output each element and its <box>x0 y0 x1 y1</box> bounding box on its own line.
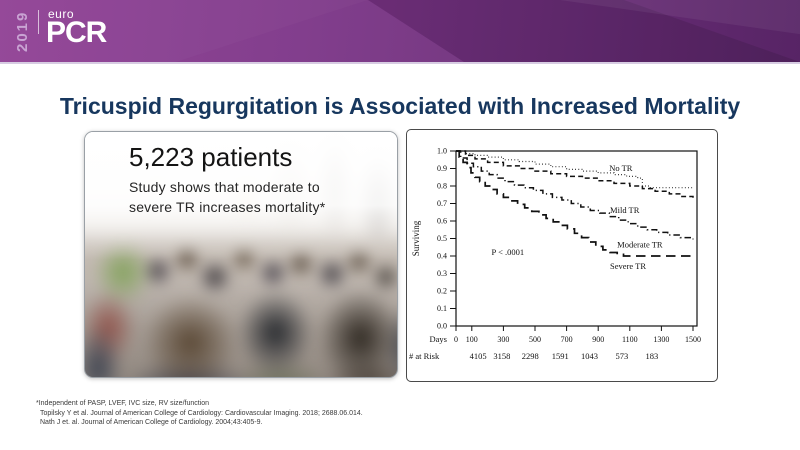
risk-row-label: # at Risk <box>409 351 440 361</box>
risk-count: 4105 <box>470 351 487 361</box>
stat-subline-2: severe TR increases mortality* <box>129 199 326 216</box>
banner-year: 2019 <box>14 10 31 52</box>
patient-count: 5,223 patients <box>129 142 293 172</box>
series-label-severe-tr: Severe TR <box>610 261 646 271</box>
p-value-annotation: P < .0001 <box>492 247 525 257</box>
risk-count: 1043 <box>581 351 598 361</box>
risk-count: 1591 <box>552 351 569 361</box>
crowd-photo-panel: 5,223 patients Study shows that moderate… <box>84 131 398 378</box>
x-tick-label: 700 <box>561 335 573 344</box>
y-tick-label: 0.9 <box>437 164 447 173</box>
x-axis-title: Days <box>430 334 447 344</box>
photo-top-fade <box>85 132 397 377</box>
series-label-moderate-tr: Moderate TR <box>617 239 663 249</box>
banner-content: 2019 euro PCR <box>14 6 107 56</box>
x-tick-label: 0 <box>454 335 458 344</box>
y-tick-label: 1.0 <box>437 147 447 156</box>
series-line-no-tr <box>456 150 694 189</box>
y-tick-label: 0.5 <box>437 234 447 243</box>
banner-divider <box>38 10 39 34</box>
risk-count: 3158 <box>493 351 510 361</box>
risk-count: 2298 <box>522 351 539 361</box>
survival-chart-panel: 0.0 0.1 0.2 0.3 0.4 0.5 0.6 0.7 0.8 0.9 1.0 0 100 300… <box>406 129 718 382</box>
y-axis-title: Surviving <box>411 220 421 256</box>
series-line-moderate-tr <box>456 150 694 240</box>
slide-title: Tricuspid Regurgitation is Associated wi… <box>59 93 741 120</box>
x-tick-label: 100 <box>466 335 478 344</box>
risk-count: 183 <box>646 351 659 361</box>
logo-pcr-text: PCR <box>46 16 107 49</box>
y-tick-label: 0.4 <box>437 252 447 261</box>
series-label-mild-tr: Mild TR <box>610 205 640 215</box>
x-tick-label: 1500 <box>685 335 701 344</box>
risk-count: 573 <box>616 351 629 361</box>
y-tick-label: 0.3 <box>437 269 447 278</box>
y-tick-label: 0.2 <box>437 287 447 296</box>
y-tick-label: 0.0 <box>437 322 447 331</box>
europcr-banner: 2019 euro PCR <box>0 0 800 62</box>
footnotes: *Independent of PASP, LVEF, IVC size, RV… <box>36 399 363 428</box>
footnote-line: Nath J et. al. Journal of American Colle… <box>40 419 263 426</box>
stat-subline-1: Study shows that moderate to <box>129 179 320 195</box>
y-tick-label: 0.8 <box>437 182 447 191</box>
x-tick-label: 300 <box>497 335 509 344</box>
survival-chart-svg: 0.0 0.1 0.2 0.3 0.4 0.5 0.6 0.7 0.8 0.9 1.0 0 100 300… <box>409 147 701 361</box>
series-line-severe-tr <box>456 150 693 257</box>
europcr-logo: euro PCR <box>46 6 107 49</box>
y-tick-label: 0.1 <box>437 304 447 313</box>
y-tick-label: 0.6 <box>437 217 447 226</box>
x-tick-label: 1100 <box>622 335 638 344</box>
footnote-line: Topilsky Y et al. Journal of American Co… <box>40 409 363 417</box>
series-line-mild-tr <box>456 150 694 199</box>
x-tick-label: 500 <box>529 335 541 344</box>
stat-text-block: 5,223 patients Study shows that moderate… <box>129 142 325 218</box>
footnote-line: *Independent of PASP, LVEF, IVC size, RV… <box>36 400 210 407</box>
series-label-no-tr: No TR <box>609 163 633 173</box>
x-tick-label: 900 <box>592 335 604 344</box>
logo-euro-text: euro <box>48 7 75 21</box>
x-tick-label: 1300 <box>653 335 669 344</box>
banner-underline <box>0 62 800 64</box>
y-tick-label: 0.7 <box>437 199 447 208</box>
